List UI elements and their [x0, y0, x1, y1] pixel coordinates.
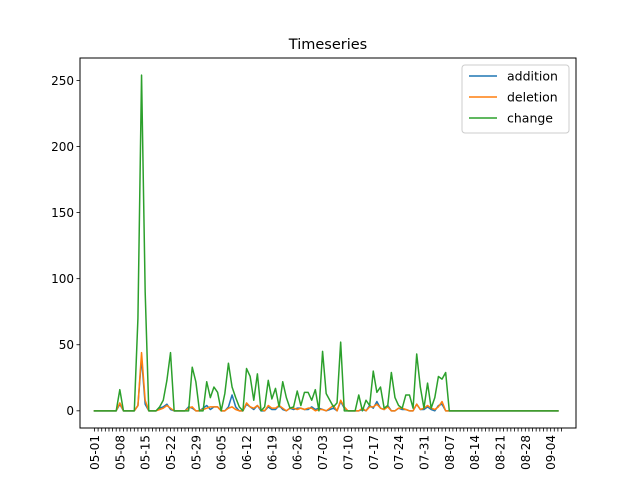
- axes-frame: [79, 57, 577, 429]
- legend-label-addition: addition: [507, 69, 558, 84]
- legend-box: [461, 64, 570, 134]
- x-tick-label: 07-17: [367, 435, 381, 470]
- series-line-change: [93, 74, 559, 412]
- x-tick-label: 08-14: [468, 435, 482, 470]
- y-tick-label: 250: [51, 74, 74, 88]
- legend-label-deletion: deletion: [507, 90, 558, 105]
- x-tick-label: 09-04: [544, 435, 558, 470]
- x-tick-label: 05-15: [139, 435, 153, 470]
- x-tick-label: 08-07: [443, 435, 457, 470]
- x-tick-label: 07-03: [316, 435, 330, 470]
- y-tick-label: 150: [51, 206, 74, 220]
- x-tick-label: 06-26: [291, 435, 305, 470]
- x-axis: 05-01 05-08 05-15 05-22 05-29 06-05 06-12 06-19…: [88, 428, 562, 470]
- x-tick-label: 05-29: [189, 435, 203, 470]
- x-tick-label: 06-19: [265, 435, 279, 470]
- x-tick-label: 05-08: [113, 435, 127, 470]
- y-axis: 0 50 100 150 200 250: [51, 74, 80, 418]
- x-tick-label: 07-10: [341, 435, 355, 470]
- y-tick-label: 100: [51, 272, 74, 286]
- y-tick-label: 200: [51, 140, 74, 154]
- plot-area: [93, 74, 559, 412]
- x-tick-label: 06-05: [215, 435, 229, 470]
- y-tick-label: 0: [66, 404, 74, 418]
- x-tick-label: 08-21: [493, 435, 507, 470]
- legend-label-change: change: [507, 111, 553, 126]
- x-tick-label: 08-28: [519, 435, 533, 470]
- chart-title: Timeseries: [288, 37, 367, 53]
- x-tick-label: 05-22: [164, 435, 178, 470]
- legend: addition deletion change: [461, 64, 570, 134]
- x-tick-label: 07-24: [392, 435, 406, 470]
- y-tick-label: 50: [59, 338, 74, 352]
- x-tick-label: 05-01: [88, 435, 102, 470]
- x-tick-label: 06-12: [240, 435, 254, 470]
- x-tick-label: 07-31: [417, 435, 431, 470]
